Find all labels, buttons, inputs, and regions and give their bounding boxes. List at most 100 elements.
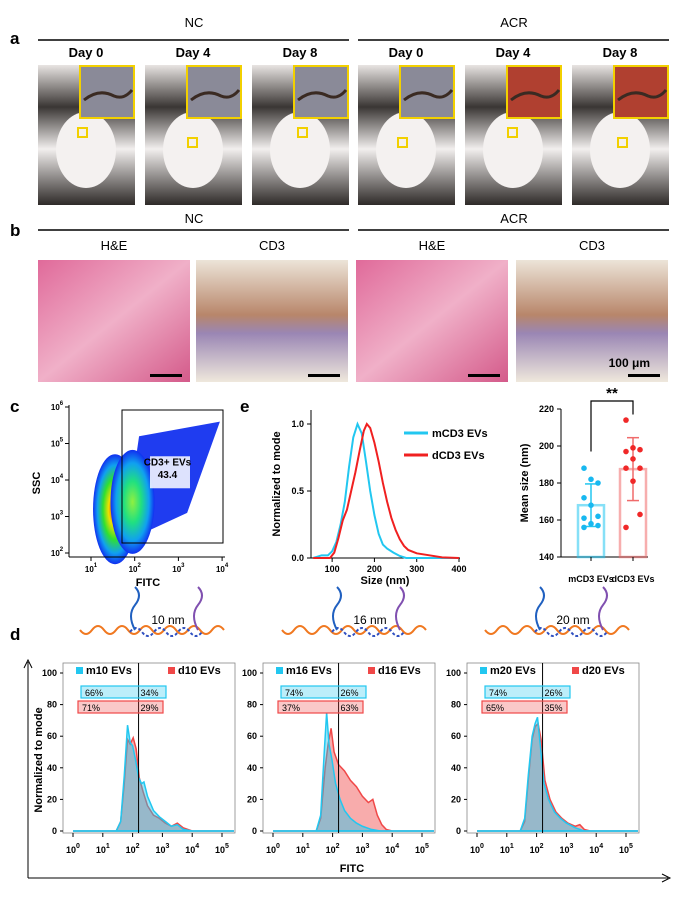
gate-percent-high: 29% xyxy=(141,703,159,713)
day-label: Day 4 xyxy=(496,45,531,60)
y-tick-label: 0 xyxy=(52,826,57,836)
y-tick-label: 0 xyxy=(456,826,461,836)
region-marker xyxy=(77,127,88,138)
histogram-d16 xyxy=(273,728,434,832)
y-tick-label: 220 xyxy=(539,404,554,414)
x-tick-label: 102 xyxy=(129,563,142,574)
size-curve-dCD3 xyxy=(313,422,460,559)
gate-percent-box xyxy=(77,700,164,714)
data-point xyxy=(637,465,643,472)
probe-strand-blue xyxy=(130,586,140,631)
histology-image xyxy=(516,260,668,382)
x-tick-label: 101 xyxy=(500,843,514,855)
group-header-acr: ACR xyxy=(500,15,527,30)
day-label: Day 8 xyxy=(603,45,638,60)
x-tick-label: 105 xyxy=(619,843,633,855)
group-header-acr-b: ACR xyxy=(500,211,527,226)
x-tick-label: 100 xyxy=(266,843,280,855)
data-point xyxy=(595,480,601,486)
dna-duplex xyxy=(331,627,405,637)
legend-swatch xyxy=(276,667,283,674)
x-tick-label: 100 xyxy=(325,564,340,574)
x-tick-label: mCD3 EVs xyxy=(568,574,614,584)
x-tick-label: 101 xyxy=(96,843,110,855)
probe-strand-blue xyxy=(332,586,342,631)
y-tick-label: 20 xyxy=(47,794,57,804)
day-label: Day 8 xyxy=(283,45,318,60)
panel-e-label: e xyxy=(240,397,249,416)
data-point xyxy=(581,495,587,501)
x-tick-label: 105 xyxy=(415,843,429,855)
data-point xyxy=(595,513,601,520)
mouse-belly xyxy=(163,112,223,188)
y-tick-label: 40 xyxy=(47,763,57,773)
histogram-m20 xyxy=(477,716,638,832)
gate-percent-low: 74% xyxy=(489,688,507,698)
y-axis-label: Mean size (nm) xyxy=(519,443,531,522)
data-point xyxy=(623,524,629,531)
x-tick-label: 103 xyxy=(355,843,369,855)
y-axis-label: Normalized to mode xyxy=(271,431,283,536)
legend-label: m20 EVs xyxy=(490,665,536,677)
histology-image xyxy=(356,260,508,382)
gate-label-bg xyxy=(149,456,190,489)
spacing-label: 20 nm xyxy=(556,613,589,627)
data-point xyxy=(588,476,594,483)
region-marker xyxy=(507,127,518,138)
y-tick-label: 0.5 xyxy=(291,486,304,496)
wound-suture xyxy=(510,89,561,102)
significance-bracket xyxy=(590,400,634,452)
legend-label: d20 EVs xyxy=(582,665,625,677)
legend-swatch xyxy=(76,667,83,674)
gate-percent-low: 74% xyxy=(285,688,303,698)
mouse-belly xyxy=(376,112,436,188)
x-tick-label: 102 xyxy=(126,843,140,855)
gate-percent-high: 26% xyxy=(545,688,563,698)
gate-percent-box xyxy=(481,700,568,714)
dna-backbone xyxy=(484,625,630,635)
gate-percent-high: 26% xyxy=(341,688,359,698)
data-point xyxy=(595,522,601,529)
x-tick-label: 103 xyxy=(155,843,169,855)
gate-percent-high: 35% xyxy=(545,703,563,713)
region-marker xyxy=(397,137,408,148)
mouse-belly xyxy=(590,112,650,188)
y-arrowhead-icon xyxy=(23,658,33,669)
mouse-belly xyxy=(483,112,543,188)
dna-duplex xyxy=(534,627,608,637)
gate-percent-box xyxy=(484,685,571,699)
data-point xyxy=(630,456,636,462)
gate-percent-box xyxy=(80,685,167,699)
legend-swatch xyxy=(368,667,375,674)
x-tick-label: 100 xyxy=(470,843,484,855)
group-header-nc-b: NC xyxy=(185,211,204,226)
stain-label: CD3 xyxy=(259,238,285,253)
y-tick-label: 160 xyxy=(539,515,554,525)
data-point xyxy=(637,511,643,518)
y-tick-label: 60 xyxy=(451,731,461,741)
spacing-label: 16 nm xyxy=(353,613,386,627)
x-tick-label: 103 xyxy=(559,843,573,855)
x-tick-label: 104 xyxy=(185,843,199,855)
stain-label: H&E xyxy=(419,238,446,253)
y-tick-label: 60 xyxy=(247,731,257,741)
y-tick-label: 0.0 xyxy=(291,553,304,563)
y-tick-label: 102 xyxy=(51,547,64,558)
plot-frame xyxy=(262,662,436,834)
plot-frame xyxy=(62,662,236,834)
day-label: Day 0 xyxy=(69,45,104,60)
x-tick-label: 102 xyxy=(326,843,340,855)
x-tick-label: 100 xyxy=(66,843,80,855)
x-tick-label: 102 xyxy=(530,843,544,855)
histogram-d10: 0 20 40 60 80 100 100 101 102 103 104 105 m10 EVs 66%… xyxy=(42,662,236,855)
data-point xyxy=(637,446,643,453)
y-tick-label: 40 xyxy=(247,763,257,773)
gate-percent-high: 63% xyxy=(341,703,359,713)
gate-percent-high: 34% xyxy=(141,688,159,698)
gate-box xyxy=(121,409,224,544)
dna-backbone xyxy=(79,625,225,635)
legend-label: m16 EVs xyxy=(286,665,332,677)
size-curve-mCD3 xyxy=(312,421,459,559)
scale-bar xyxy=(628,374,660,377)
